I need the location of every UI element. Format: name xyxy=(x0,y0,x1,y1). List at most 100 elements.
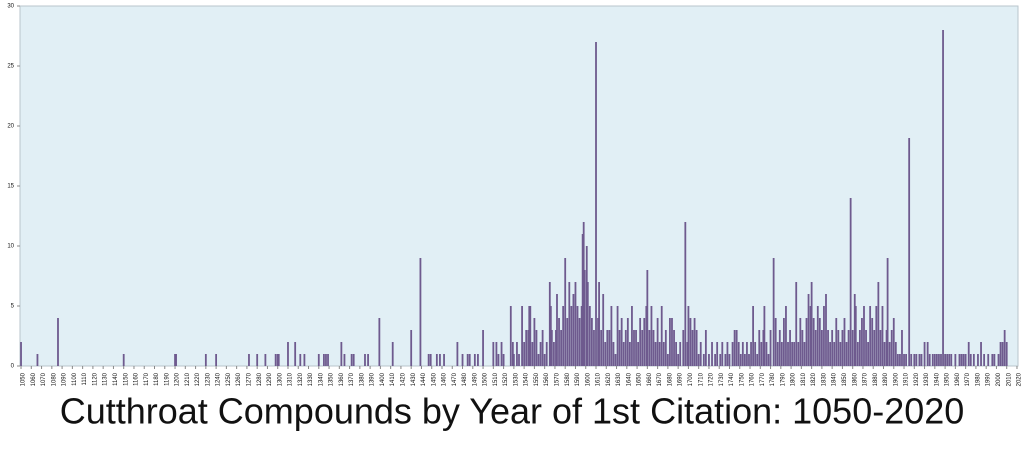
bar xyxy=(580,306,583,366)
bar xyxy=(352,354,355,366)
bar xyxy=(935,354,938,366)
bar xyxy=(739,354,742,366)
bar xyxy=(317,354,320,366)
bar xyxy=(827,330,829,366)
bar xyxy=(776,342,779,366)
bar xyxy=(610,306,613,366)
bar xyxy=(466,354,469,366)
bar xyxy=(693,318,696,366)
x-tick-label: 1520 xyxy=(503,372,509,386)
bar xyxy=(549,306,552,366)
x-tick-label: 1170 xyxy=(144,372,150,386)
bar xyxy=(748,354,750,366)
bar xyxy=(780,342,783,366)
bar xyxy=(578,318,581,366)
bar xyxy=(574,282,577,366)
bar xyxy=(456,342,459,366)
bar xyxy=(256,354,259,366)
bar xyxy=(854,306,857,366)
bar xyxy=(942,30,944,366)
bar xyxy=(724,354,727,366)
bar xyxy=(660,306,663,366)
bar xyxy=(558,318,560,366)
x-tick-label: 1910 xyxy=(904,372,910,386)
bar xyxy=(664,330,667,366)
bar xyxy=(946,354,949,366)
bar xyxy=(871,318,874,366)
x-tick-label: 1600 xyxy=(585,372,591,386)
bar xyxy=(264,354,267,366)
bar xyxy=(774,318,777,366)
bar xyxy=(890,330,893,366)
bar xyxy=(831,330,834,366)
bar xyxy=(516,342,518,366)
bar xyxy=(958,354,961,366)
x-tick-label: 1420 xyxy=(401,372,407,386)
x-tick-label: 2020 xyxy=(1017,372,1023,386)
x-tick-label: 1200 xyxy=(175,372,181,386)
x-tick-label: 1950 xyxy=(945,372,951,386)
bar xyxy=(972,354,975,366)
bar xyxy=(248,354,250,366)
x-tick-label: 1150 xyxy=(123,372,129,386)
x-tick-label: 1840 xyxy=(832,372,838,386)
bar xyxy=(999,342,1002,366)
x-tick-label: 1220 xyxy=(195,372,201,386)
bar xyxy=(572,294,575,366)
bar xyxy=(556,294,558,366)
x-tick-label: 1060 xyxy=(31,372,37,386)
bar xyxy=(760,342,763,366)
x-tick-label: 1780 xyxy=(770,372,776,386)
x-tick-label: 1690 xyxy=(678,372,684,386)
x-tick-label: 1140 xyxy=(113,372,119,386)
x-tick-label: 1300 xyxy=(277,372,283,386)
x-tick-label: 1380 xyxy=(359,372,365,386)
bar xyxy=(708,354,710,366)
bar xyxy=(600,330,603,366)
bar xyxy=(928,354,931,366)
x-tick-label: 1940 xyxy=(934,372,940,386)
bar xyxy=(843,318,846,366)
bar xyxy=(987,354,990,366)
bar xyxy=(606,330,609,366)
x-tick-label: 1650 xyxy=(637,372,643,386)
x-tick-label: 1490 xyxy=(472,372,478,386)
bar xyxy=(529,306,532,366)
bar xyxy=(752,306,754,366)
bar xyxy=(858,330,861,366)
bar xyxy=(835,318,838,366)
bar xyxy=(391,342,394,366)
x-tick-label: 1980 xyxy=(975,372,981,386)
bar xyxy=(614,354,617,366)
bar xyxy=(677,354,680,366)
bar xyxy=(669,318,671,366)
x-tick-label: 1280 xyxy=(257,372,263,386)
bar xyxy=(576,306,579,366)
bar xyxy=(785,306,787,366)
bar xyxy=(944,354,947,366)
bar xyxy=(896,354,899,366)
y-tick-label: 5 xyxy=(11,304,15,310)
bar xyxy=(711,342,713,366)
bar xyxy=(795,282,798,366)
bar xyxy=(837,330,840,366)
x-tick-label: 1180 xyxy=(154,372,160,386)
bar xyxy=(500,342,503,366)
bar xyxy=(980,342,982,366)
bar xyxy=(527,330,530,366)
bar xyxy=(277,354,280,366)
bar xyxy=(631,306,633,366)
bar xyxy=(969,354,972,366)
bar xyxy=(931,354,934,366)
bar xyxy=(482,330,484,366)
bar xyxy=(726,342,729,366)
x-tick-label: 1100 xyxy=(72,372,78,386)
bar xyxy=(881,306,884,366)
x-tick-label: 1830 xyxy=(821,372,827,386)
x-tick-label: 1500 xyxy=(483,372,489,386)
x-tick-label: 1320 xyxy=(298,372,304,386)
bar xyxy=(673,330,675,366)
x-tick-label: 1670 xyxy=(657,372,663,386)
bar xyxy=(533,318,536,366)
